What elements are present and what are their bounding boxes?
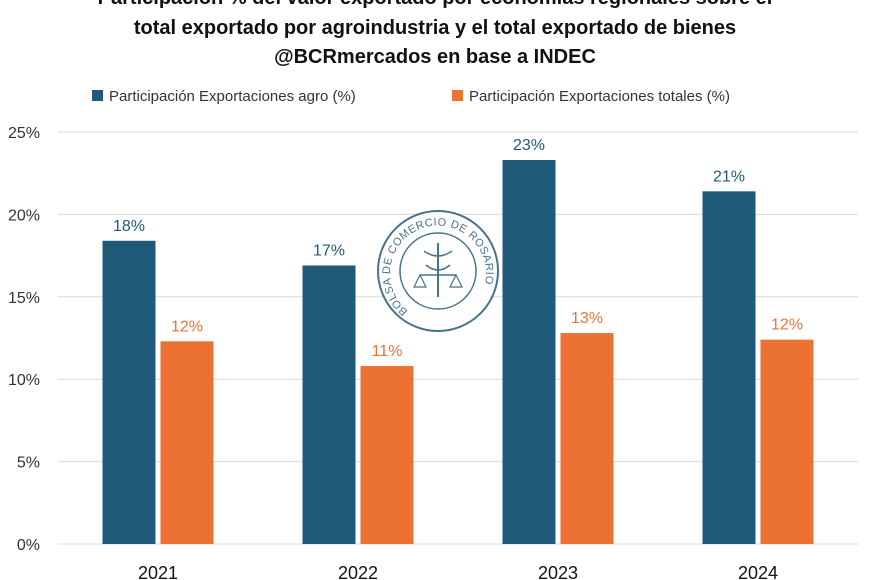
scale-pans: [413, 273, 463, 288]
bar-agro: [302, 265, 356, 544]
legend: Participación Exportaciones agro (%) Part…: [92, 88, 730, 105]
legend-label-totales: Participación Exportaciones totales (%): [469, 88, 730, 105]
y-tick-label: 5%: [17, 455, 40, 472]
bar-agro: [502, 160, 556, 545]
bar-agro: [702, 191, 756, 544]
seal-emblem: BOLSA DE COMERCIO DE ROSARIO: [377, 210, 499, 332]
x-tick-label: 2021: [138, 563, 178, 580]
watermark-seal: BOLSA DE COMERCIO DE ROSARIO: [377, 210, 499, 332]
x-axis: 2021 2022 2023 2024: [138, 563, 778, 580]
bars: 18% 12% 17% 11% 23% 13% 21% 12%: [102, 137, 814, 545]
legend-swatch-totales: [452, 90, 463, 101]
x-tick-label: 2023: [538, 563, 578, 580]
bar-agro: [102, 240, 156, 544]
bar-totales: [760, 339, 814, 544]
x-tick-label: 2024: [738, 563, 778, 580]
data-label: 11%: [372, 343, 403, 360]
y-tick-label: 10%: [8, 372, 40, 389]
legend-swatch-agro: [92, 90, 103, 101]
y-tick-label: 0%: [17, 537, 40, 554]
y-tick-label: 20%: [8, 207, 40, 224]
bar-totales: [560, 333, 614, 544]
legend-label-agro: Participación Exportaciones agro (%): [109, 88, 356, 105]
data-label: 23%: [513, 137, 545, 154]
data-label: 18%: [113, 218, 145, 235]
bar-totales: [160, 341, 214, 544]
chart-title-line-1: Participación % del valor exportado por …: [0, 0, 870, 10]
y-axis: 0% 5% 10% 15% 20% 25%: [8, 125, 40, 554]
data-label: 13%: [571, 310, 603, 327]
chart-title-line-2: total exportado por agroindustria y el t…: [133, 17, 737, 39]
x-tick-label: 2022: [338, 563, 378, 580]
chart-title-line-3: @BCRmercados en base a INDEC: [274, 46, 596, 68]
y-tick-label: 25%: [8, 125, 40, 142]
bar-totales: [360, 366, 414, 544]
seal-inner-ring: [399, 232, 477, 310]
data-label: 17%: [313, 242, 345, 259]
caduceus-wings: [423, 250, 453, 271]
data-label: 21%: [713, 168, 745, 185]
data-label: 12%: [171, 318, 203, 335]
y-tick-label: 15%: [8, 290, 40, 307]
data-label: 12%: [771, 317, 803, 334]
